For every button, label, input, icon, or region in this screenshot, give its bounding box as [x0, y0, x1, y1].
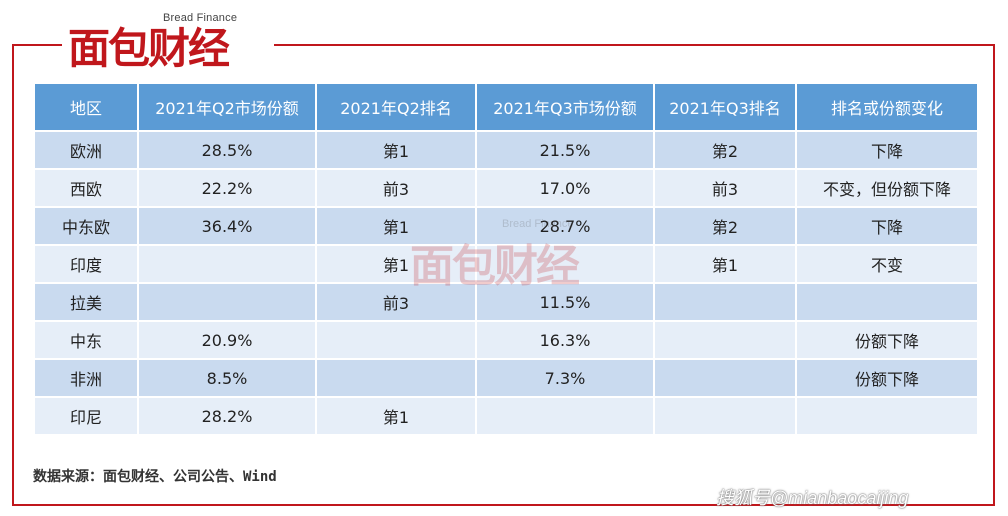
table-row: 欧洲 28.5% 第1 21.5% 第2 下降 [35, 132, 977, 168]
cell-q2-rank: 第1 [317, 398, 475, 434]
header-q3-share: 2021年Q3市场份额 [477, 84, 653, 130]
logo-english: Bread Finance [163, 12, 238, 24]
cell-change: 下降 [797, 132, 977, 168]
table-row: 拉美 前3 11.5% [35, 284, 977, 320]
cell-region: 非洲 [35, 360, 137, 396]
header-q2-share: 2021年Q2市场份额 [139, 84, 315, 130]
cell-q2-share: 20.9% [139, 322, 315, 358]
table-row: 非洲 8.5% 7.3% 份额下降 [35, 360, 977, 396]
cell-region: 拉美 [35, 284, 137, 320]
cell-q2-rank: 前3 [317, 284, 475, 320]
cell-change: 不变 [797, 246, 977, 282]
cell-q3-rank: 第2 [655, 208, 795, 244]
cell-q3-share [477, 398, 653, 434]
table-row: 印尼 28.2% 第1 [35, 398, 977, 434]
cell-q3-share: 28.7% [477, 208, 653, 244]
cell-q3-share: 7.3% [477, 360, 653, 396]
cell-q3-rank [655, 284, 795, 320]
cell-change [797, 398, 977, 434]
cell-q3-rank [655, 398, 795, 434]
cell-q2-share [139, 246, 315, 282]
table-row: 西欧 22.2% 前3 17.0% 前3 不变，但份额下降 [35, 170, 977, 206]
cell-region: 中东 [35, 322, 137, 358]
cell-q2-rank: 前3 [317, 170, 475, 206]
cell-q2-rank: 第1 [317, 246, 475, 282]
table-row: 印度 第1 第1 不变 [35, 246, 977, 282]
cell-q2-rank [317, 360, 475, 396]
cell-q3-rank [655, 360, 795, 396]
cell-q3-rank: 前3 [655, 170, 795, 206]
market-share-table: 地区 2021年Q2市场份额 2021年Q2排名 2021年Q3市场份额 202… [33, 82, 979, 436]
cell-change: 份额下降 [797, 360, 977, 396]
table-row: 中东欧 36.4% 第1 28.7% 第2 下降 [35, 208, 977, 244]
logo-chinese: 面包财经 [68, 24, 230, 73]
cell-q3-rank: 第2 [655, 132, 795, 168]
cell-q3-rank: 第1 [655, 246, 795, 282]
cell-change: 不变，但份额下降 [797, 170, 977, 206]
cell-q3-share: 11.5% [477, 284, 653, 320]
cell-q3-rank [655, 322, 795, 358]
cell-q3-share: 21.5% [477, 132, 653, 168]
sohu-watermark: 搜狐号@mianbaocaijing [716, 488, 909, 508]
cell-region: 欧洲 [35, 132, 137, 168]
cell-change [797, 284, 977, 320]
cell-q2-share: 28.5% [139, 132, 315, 168]
cell-q2-rank [317, 322, 475, 358]
header-q2-rank: 2021年Q2排名 [317, 84, 475, 130]
data-source-note: 数据来源：面包财经、公司公告、Wind [33, 469, 277, 485]
cell-q2-share: 28.2% [139, 398, 315, 434]
cell-q2-share: 36.4% [139, 208, 315, 244]
cell-q2-rank: 第1 [317, 208, 475, 244]
cell-region: 西欧 [35, 170, 137, 206]
table-header-row: 地区 2021年Q2市场份额 2021年Q2排名 2021年Q3市场份额 202… [35, 84, 977, 130]
cell-change: 下降 [797, 208, 977, 244]
cell-q2-share [139, 284, 315, 320]
cell-q3-share: 16.3% [477, 322, 653, 358]
cell-q2-share: 22.2% [139, 170, 315, 206]
header-region: 地区 [35, 84, 137, 130]
cell-q3-share: 17.0% [477, 170, 653, 206]
cell-region: 印度 [35, 246, 137, 282]
content-frame [12, 44, 995, 506]
header-q3-rank: 2021年Q3排名 [655, 84, 795, 130]
cell-q2-rank: 第1 [317, 132, 475, 168]
table-row: 中东 20.9% 16.3% 份额下降 [35, 322, 977, 358]
cell-region: 中东欧 [35, 208, 137, 244]
logo [62, 8, 274, 74]
cell-change: 份额下降 [797, 322, 977, 358]
cell-region: 印尼 [35, 398, 137, 434]
header-change: 排名或份额变化 [797, 84, 977, 130]
cell-q3-share [477, 246, 653, 282]
cell-q2-share: 8.5% [139, 360, 315, 396]
